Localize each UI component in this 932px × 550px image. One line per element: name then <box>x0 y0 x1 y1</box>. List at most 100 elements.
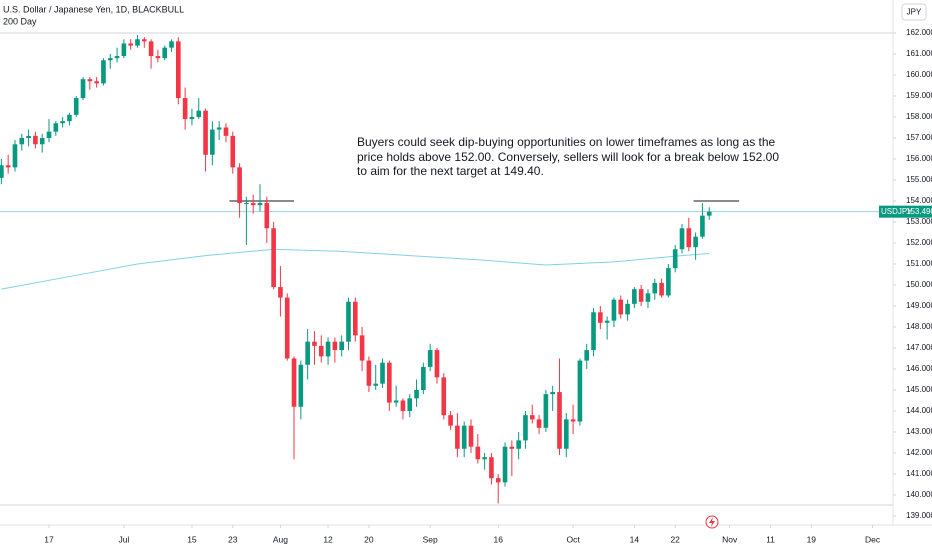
price-label: 153.490 <box>906 207 932 216</box>
y-tick-label: 150.000 <box>906 280 932 289</box>
candle-body <box>250 203 256 206</box>
y-tick-label: 148.000 <box>906 322 932 331</box>
y-tick-label: 147.000 <box>906 343 932 352</box>
event-icon[interactable] <box>705 515 719 529</box>
candle-body <box>693 236 698 248</box>
y-tick-label: 162.000 <box>906 28 932 37</box>
candle-body <box>502 446 508 483</box>
x-tick-label: 22 <box>670 534 680 544</box>
candle-body <box>536 419 542 428</box>
candle-body <box>448 415 453 426</box>
candle-body <box>672 249 678 269</box>
candle-body <box>380 362 385 384</box>
y-tick-label: 155.000 <box>906 175 932 184</box>
candle-body <box>162 47 168 59</box>
y-tick-label: 161.000 <box>906 49 932 58</box>
y-tick-label: 160.000 <box>906 70 932 79</box>
candle-body <box>468 425 474 447</box>
candle-body <box>686 228 692 248</box>
y-tick-label: 157.000 <box>906 133 932 142</box>
candle-body <box>210 129 215 155</box>
price-label-box <box>879 205 932 218</box>
candle-body <box>495 478 501 483</box>
x-tick-label: Aug <box>273 534 288 544</box>
candle-body <box>216 127 222 130</box>
candle-body <box>632 289 637 304</box>
candle-body <box>60 121 65 124</box>
candle-body <box>618 299 624 315</box>
candle-body <box>223 127 229 136</box>
candle-body <box>366 360 372 386</box>
candle-body <box>271 228 276 288</box>
candle-body <box>700 215 705 237</box>
annotation-line: Buyers could seek dip-buying opportuniti… <box>357 135 776 149</box>
candle-body <box>325 341 331 357</box>
y-tick-label: 149.000 <box>906 301 932 310</box>
candle-body <box>611 299 617 321</box>
symbol-label: USDJPY <box>881 207 913 216</box>
x-tick-label: 17 <box>44 534 54 544</box>
y-tick-label: 158.000 <box>906 112 932 121</box>
candle-body <box>39 137 45 145</box>
candle-body <box>53 123 59 132</box>
candle-body <box>203 110 208 155</box>
candle-body <box>128 43 133 46</box>
y-tick-label: 146.000 <box>906 364 932 373</box>
candle-body <box>107 58 113 61</box>
candle-body <box>393 400 399 403</box>
candle-body <box>339 341 344 351</box>
candle-body <box>264 203 270 229</box>
candle-body <box>278 287 283 298</box>
currency-button[interactable] <box>901 3 927 21</box>
candle-body <box>706 211 712 216</box>
candle-body <box>26 135 31 138</box>
y-tick-label: 140.000 <box>906 490 932 499</box>
chart-title: U.S. Dollar / Japanese Yen, 1D, BLACKBUL… <box>3 4 184 14</box>
candle-body <box>169 41 174 48</box>
candle-body <box>543 394 549 428</box>
candle-body <box>291 358 297 407</box>
annotation-line: to aim for the next target at 149.40. <box>357 164 544 178</box>
x-tick-label: Dec <box>865 534 881 544</box>
candle-body <box>475 446 481 460</box>
x-tick-label: Sep <box>423 534 438 544</box>
y-tick-label: 139.000 <box>906 511 932 520</box>
candle-body <box>550 392 555 395</box>
candle-body <box>80 79 86 99</box>
x-tick-label: 19 <box>807 534 817 544</box>
y-tick-label: 159.000 <box>906 91 932 100</box>
candle-body <box>489 457 494 479</box>
candle-body <box>584 350 590 361</box>
candle-body <box>189 116 195 120</box>
candle-body <box>73 98 79 115</box>
candle-body <box>67 114 72 122</box>
candle-body <box>101 60 106 84</box>
y-tick-label: 142.000 <box>906 448 932 457</box>
candle-body <box>318 345 324 357</box>
candle-body <box>346 301 351 342</box>
x-tick-label: Nov <box>722 534 738 544</box>
candle-body <box>237 167 242 204</box>
candle-body <box>12 144 18 168</box>
moving-average <box>1 248 710 290</box>
candle-body <box>645 293 651 302</box>
x-tick-label: 12 <box>323 534 333 544</box>
candle-body <box>196 110 202 117</box>
candle-body <box>598 312 603 323</box>
y-tick-label: 143.000 <box>906 427 932 436</box>
candle-body <box>33 135 38 145</box>
x-tick-label: 11 <box>766 534 775 544</box>
candle-body <box>359 335 365 361</box>
candle-body <box>400 400 406 411</box>
candle-body <box>509 446 515 449</box>
candle-body <box>414 389 419 399</box>
candle-body <box>604 320 610 323</box>
candle-body <box>148 41 154 57</box>
candle-body <box>482 457 487 460</box>
indicator-label: 200 Day <box>3 16 37 26</box>
candle-body <box>19 137 25 145</box>
candle-body <box>5 165 11 168</box>
x-tick-label: Oct <box>566 534 580 544</box>
